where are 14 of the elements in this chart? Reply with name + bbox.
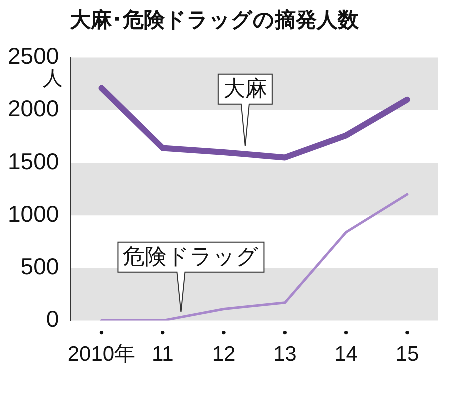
y-tick-label: 2000 [8,96,60,122]
y-tick-label: 0 [46,306,60,332]
chart-title: 大麻･危険ドラッグの摘発人数 [70,7,359,34]
x-tick-label: 13 [273,343,297,366]
y-tick-label: 1000 [8,200,60,227]
text: 大麻 [223,77,268,102]
series-label: 危険ドラッグ [123,245,260,270]
x-tick-label: 11 [152,343,174,366]
x-tick-label: 14 [334,343,358,366]
x-tick-label: 12 [212,343,236,366]
y-tick-label: 500 [20,254,60,280]
x-tick-label: 2010年 [68,343,136,366]
x-tick-label: 15 [396,343,420,366]
y-tick-label: 1500 [8,148,60,174]
